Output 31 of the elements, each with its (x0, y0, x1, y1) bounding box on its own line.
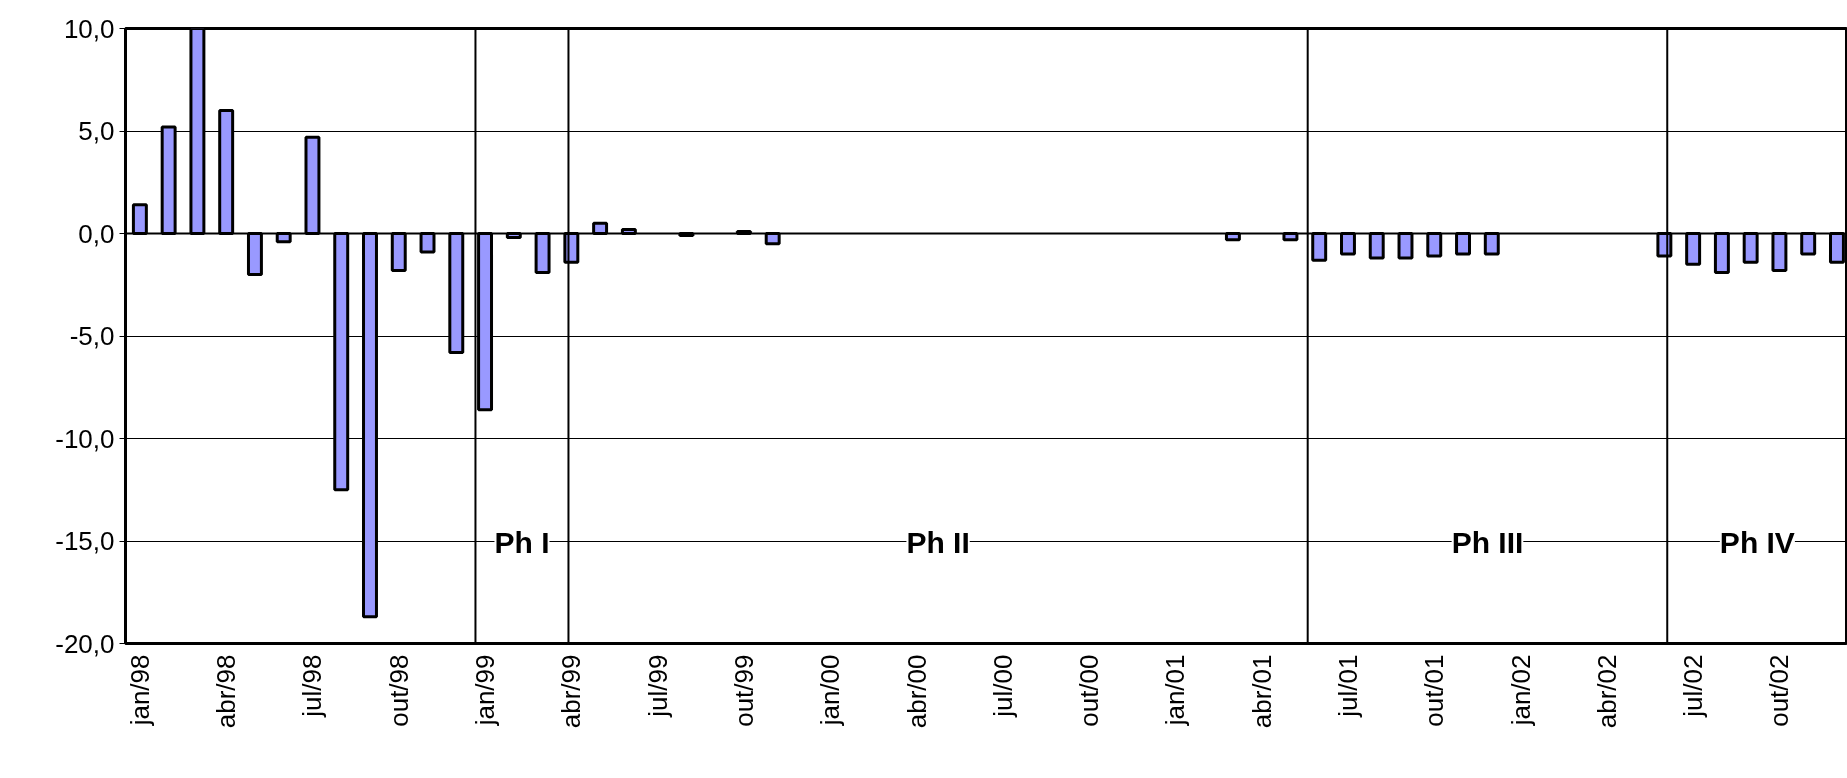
x-tick-label: abr/02 (1591, 654, 1622, 729)
y-tick-label: -10,0 (55, 423, 115, 454)
x-tick-label: abr/01 (1246, 654, 1277, 729)
x-tick-label: out/00 (1074, 654, 1105, 727)
annotation: Ph III (1451, 525, 1524, 559)
x-tick-label: jul/00 (987, 654, 1018, 718)
y-tick-label: -5,0 (69, 321, 115, 351)
x-tick-label: jul/01 (1332, 654, 1363, 718)
y-tick-label: -15,0 (55, 526, 115, 556)
x-tick-label: jan/01 (1160, 654, 1191, 727)
y-tick-label: -20,0 (55, 628, 115, 659)
x-tick-label: out/01 (1419, 654, 1450, 727)
y-tick-label: 5,0 (78, 116, 115, 146)
x-tick-label: jul/02 (1678, 654, 1709, 718)
annotation: Ph II (906, 525, 970, 559)
x-tick-label: jul/99 (642, 654, 673, 718)
x-tick-label: jan/99 (470, 654, 501, 727)
x-tick-label: jan/02 (1505, 654, 1536, 727)
y-tick-label: 10,0 (63, 13, 115, 44)
x-tick-label: out/02 (1764, 654, 1795, 727)
x-tick-label: abr/98 (211, 654, 242, 729)
x-tick-label: out/98 (383, 654, 414, 727)
x-tick-label: jan/98 (124, 654, 155, 727)
x-tick-label: abr/99 (556, 654, 587, 729)
annotation: Ph I (494, 525, 550, 559)
annotation: Ph IV (1719, 525, 1795, 559)
x-tick-label: jan/00 (815, 654, 846, 727)
x-tick-label: abr/00 (901, 654, 932, 729)
x-tick-label: out/99 (728, 654, 759, 727)
y-tick-label: 0,0 (78, 218, 115, 249)
x-tick-label: jul/98 (297, 654, 328, 718)
